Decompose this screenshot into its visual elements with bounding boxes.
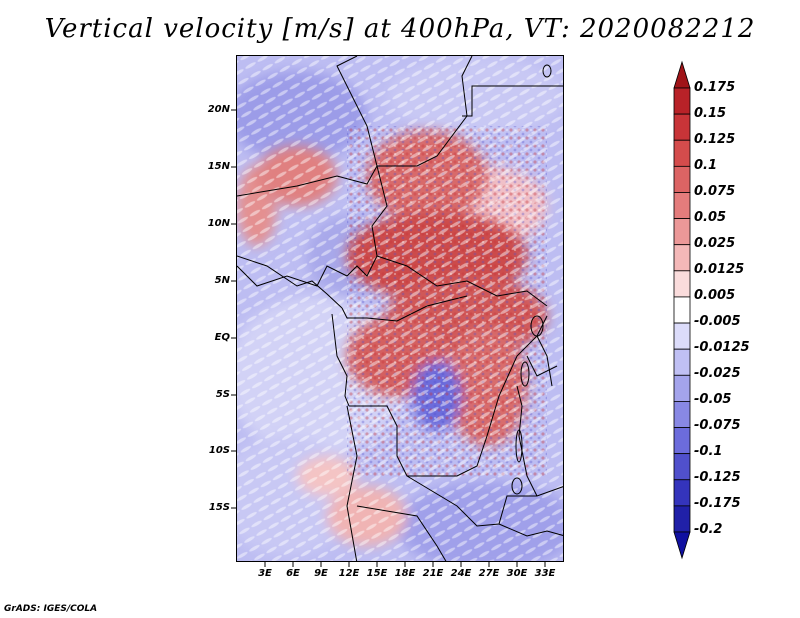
colorbar-label: -0.075 (694, 418, 741, 433)
x-axis-label: 30E (506, 568, 528, 579)
x-axis-label: 3E (258, 568, 272, 579)
x-axis-label: 27E (478, 568, 500, 579)
field-streaks (237, 56, 563, 561)
colorbar-label: 0.125 (694, 132, 736, 147)
colorbar-segment (673, 296, 691, 324)
colorbar-segment (673, 453, 691, 481)
y-axis-label: 5S (215, 389, 230, 400)
colorbar-segment (673, 348, 691, 376)
colorbar-top-triangle (673, 60, 691, 89)
colorbar-label: 0.1 (694, 158, 718, 173)
colorbar-segment (673, 505, 691, 533)
map-field (237, 56, 563, 561)
colorbar-segment (673, 139, 691, 167)
colorbar-segment (673, 374, 691, 402)
colorbar (673, 60, 691, 560)
colorbar-segment (673, 427, 691, 455)
figure-title: Vertical velocity [m/s] at 400hPa, VT: 2… (44, 14, 756, 44)
y-axis-label: 10S (208, 445, 230, 456)
x-axis-label: 33E (534, 568, 556, 579)
y-axis-label: 5N (214, 275, 230, 286)
colorbar-label: -0.025 (694, 366, 741, 381)
y-axis-label: 10N (207, 218, 230, 229)
colorbar-label: -0.175 (694, 496, 741, 511)
x-axis-label: 12E (338, 568, 360, 579)
colorbar-label: -0.125 (694, 470, 741, 485)
colorbar-label: 0.025 (694, 236, 736, 251)
colorbar-label: -0.05 (694, 392, 732, 407)
x-axis-label: 21E (422, 568, 444, 579)
colorbar-segment (673, 401, 691, 428)
colorbar-segment (673, 479, 691, 507)
colorbar-segment (673, 270, 691, 298)
colorbar-segment (673, 322, 691, 350)
x-axis-label: 18E (394, 568, 416, 579)
colorbar-bottom-triangle (673, 531, 691, 560)
y-axis-label: 15S (208, 502, 230, 513)
colorbar-label: -0.0125 (694, 340, 750, 355)
y-axis-label: 15N (207, 161, 230, 172)
colorbar-segment (673, 218, 691, 246)
credit-text: GrADS: IGES/COLA (4, 604, 98, 614)
map-boundaries (237, 56, 563, 561)
colorbar-label: -0.2 (694, 522, 723, 537)
colorbar-label: 0.075 (694, 184, 736, 199)
colorbar-segment (673, 113, 691, 141)
colorbar-label: 0.005 (694, 288, 736, 303)
map-lakes (511, 64, 552, 495)
x-axis-label: 24E (450, 568, 472, 579)
colorbar-label: -0.1 (694, 444, 723, 459)
colorbar-label: -0.005 (694, 314, 741, 329)
colorbar-segment (673, 87, 691, 115)
colorbar-segment (673, 165, 691, 193)
x-axis-label: 9E (314, 568, 328, 579)
y-axis-label: EQ (214, 332, 230, 343)
colorbar-label: 0.15 (694, 106, 727, 121)
colorbar-segment (673, 244, 691, 272)
map-frame (236, 55, 564, 562)
colorbar-label: 0.0125 (694, 262, 745, 277)
colorbar-label: 0.175 (694, 80, 736, 95)
colorbar-segment (673, 192, 691, 219)
colorbar-label: 0.05 (694, 210, 727, 225)
x-axis-label: 6E (286, 568, 300, 579)
y-axis-label: 20N (207, 104, 230, 115)
x-axis-label: 15E (366, 568, 388, 579)
